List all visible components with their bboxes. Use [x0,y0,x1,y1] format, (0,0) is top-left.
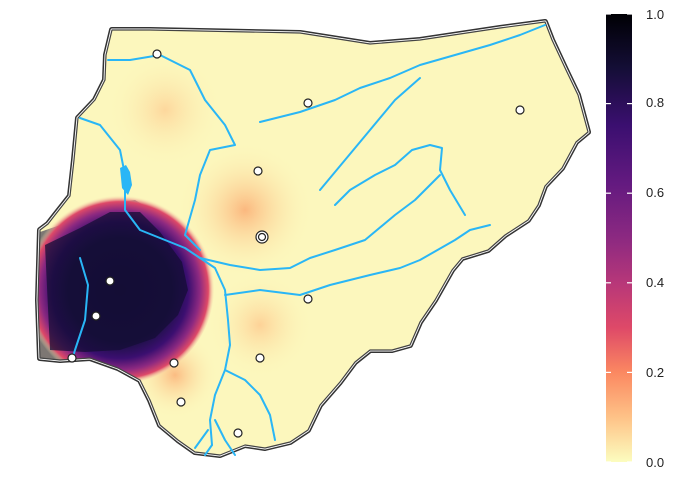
colorbar-tick-label: 0.0 [646,455,665,470]
river-hadejia [319,77,421,191]
rivers [71,24,546,456]
colorbar-tick-label: 1.0 [646,7,665,22]
city-marker [176,397,186,407]
colorbar-ticks [606,13,632,463]
city-marker [105,276,115,286]
river-cross [224,369,276,441]
delta-b [214,419,236,456]
city-marker [169,358,179,368]
river-benue [224,224,491,296]
cities [67,49,525,438]
risk-surface [38,22,588,455]
city-marker [255,353,265,363]
river-kaduna [199,174,441,271]
colorbar-tick-label: 0.4 [646,275,665,290]
colorbar-tick-label: 0.2 [646,365,665,380]
colorbar-tick-label: 0.8 [646,95,665,110]
city-marker [67,353,77,363]
country-border-inner [37,21,589,456]
river-niger-north [79,117,201,259]
city-marker [233,428,243,438]
city-marker [303,98,313,108]
river-gongola [334,144,466,216]
delta-c [194,429,209,449]
lake-kainji [120,165,132,195]
river-niger-south [199,257,231,446]
river-ogun [71,257,89,361]
colorbar-tick-label: 0.6 [646,185,665,200]
capital-marker-inner [257,232,267,242]
colorbar [606,14,632,462]
city-marker [303,294,313,304]
river-komadugu [259,24,546,123]
city-marker [515,105,525,115]
delta-a [204,444,213,456]
city-marker [91,311,101,321]
city-marker [152,49,162,59]
city-marker [253,166,263,176]
